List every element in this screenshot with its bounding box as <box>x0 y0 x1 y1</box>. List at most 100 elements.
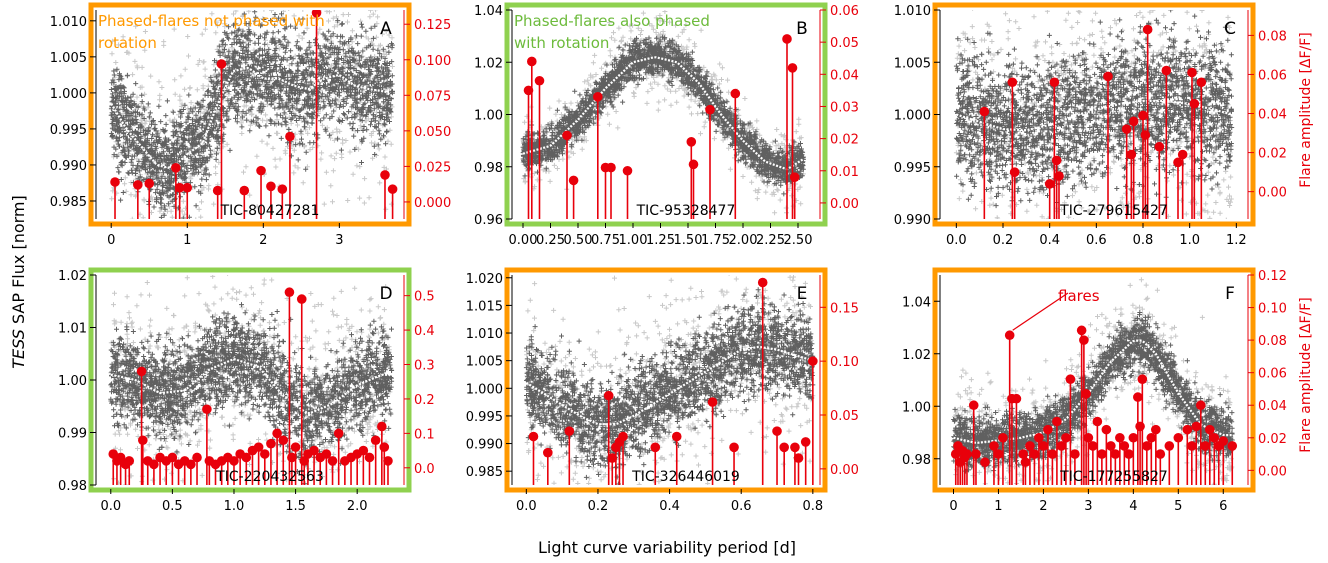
x-tick-label: 0.4 <box>1039 233 1060 248</box>
y2-tick-label: 0.3 <box>414 359 435 374</box>
y-axis-label-right-top: Flare amplitude [ΔF/F] <box>1298 32 1314 188</box>
flare-marker <box>989 441 999 451</box>
x-tick-label: 0.00 <box>509 233 538 248</box>
y-tick-label: 1.04 <box>902 295 931 310</box>
flares-annotation: flares <box>1058 287 1100 305</box>
flare-marker <box>607 453 618 463</box>
y2-tick-label: 0.050 <box>414 125 451 140</box>
flare-marker <box>212 185 223 196</box>
panel-D: 0.0 0.5 1.0 1.5 2.0 0.98 0.99 1.00 1.01 1.02 0.0 0.… <box>58 267 435 514</box>
x-tick-label: 1 <box>994 499 1002 514</box>
panel-letter: A <box>380 19 392 39</box>
panel-C: 0.0 0.2 0.4 0.6 0.8 1.0 1.2 0.990 0.995 1.000 1.00… <box>894 2 1287 248</box>
x-tick-label: 0.50 <box>564 233 593 248</box>
y-tick-label: 1.005 <box>466 355 503 370</box>
flare-marker <box>171 163 181 173</box>
tic-id-label: TIC-220432563 <box>215 469 324 485</box>
flare-marker <box>239 185 250 196</box>
flare-marker <box>543 447 553 458</box>
flare-marker <box>1056 441 1067 451</box>
flare-marker <box>1106 441 1116 451</box>
x-tick-label: 2 <box>1039 499 1047 514</box>
x-tick-label: 0.2 <box>993 233 1014 248</box>
flux-scatter <box>108 302 395 485</box>
flare-marker <box>1140 130 1151 140</box>
flare-marker <box>1218 436 1229 446</box>
model-curve <box>525 345 814 426</box>
y2-tick-label: 0.025 <box>414 160 451 175</box>
flare-marker <box>993 449 1004 459</box>
panel-letter: E <box>797 284 808 304</box>
x-tick-label: 0.6 <box>1086 233 1107 248</box>
flare-marker <box>1088 441 1098 451</box>
tic-id-label: TIC-95328477 <box>636 203 736 219</box>
tic-id-label: TIC-80427281 <box>220 203 320 219</box>
flare-marker <box>1189 98 1200 109</box>
flare-marker <box>1007 77 1018 88</box>
y2-tick-label: 0.10 <box>1258 302 1287 317</box>
flare-marker <box>277 184 288 194</box>
flare-marker <box>1204 424 1215 435</box>
flare-marker <box>1209 432 1220 443</box>
x-tick-label: 2.0 <box>347 499 368 514</box>
flare-marker <box>606 162 616 173</box>
flare-marker <box>167 452 178 463</box>
y-tick-label: 1.04 <box>474 4 503 19</box>
flare-marker <box>186 459 196 470</box>
flare-marker <box>527 56 537 67</box>
flare-marker <box>593 92 603 102</box>
y-tick-label: 1.02 <box>902 348 931 363</box>
flare-marker <box>1034 432 1044 443</box>
x-tick-label: 1.0 <box>224 499 245 514</box>
y2-tick-label: 0.04 <box>830 68 859 83</box>
flare-marker <box>387 184 398 194</box>
flare-marker <box>110 177 120 187</box>
flare-marker <box>671 431 682 442</box>
x-tick-label: 5 <box>1174 499 1182 514</box>
plot-area <box>520 10 806 219</box>
flare-marker <box>1142 24 1153 35</box>
flare-marker <box>1200 441 1211 451</box>
y2-tick-label: 0.03 <box>830 100 859 115</box>
flare-marker <box>686 137 697 147</box>
panel-A: 0 1 2 3 0.985 0.990 0.995 1.000 1.005 1.010 0.000 0… <box>50 2 451 248</box>
y-tick-label: 0.98 <box>474 161 503 176</box>
x-tick-label: 3 <box>1084 499 1092 514</box>
plot-area <box>108 10 398 219</box>
flare-marker <box>1051 155 1062 166</box>
flare-marker <box>1119 441 1130 451</box>
y-tick-label: 0.990 <box>894 213 931 228</box>
flare-marker <box>1186 441 1197 451</box>
y2-tick-label: 0.00 <box>830 463 859 478</box>
flare-marker <box>241 452 252 463</box>
flare-marker <box>789 172 800 182</box>
flare-marker <box>1043 424 1053 435</box>
flare-marker <box>808 356 818 366</box>
flare-marker <box>1154 141 1165 152</box>
flare-marker <box>285 131 295 142</box>
panels-layer: 0 1 2 30.9850.9900.9951.0001.0051.0100.0000… <box>50 2 1287 514</box>
flare-marker <box>1161 65 1172 76</box>
panel-frame <box>932 267 1256 493</box>
flare-marker <box>272 428 282 439</box>
panel-letter: B <box>796 19 808 39</box>
flux-scatter <box>520 34 806 197</box>
flare-marker <box>1079 335 1089 345</box>
y2-tick-label: 0.075 <box>414 89 451 104</box>
x-tick-label: 0.5 <box>162 499 183 514</box>
x-tick-label: 2.25 <box>756 233 785 248</box>
x-tick-label: 6 <box>1219 499 1227 514</box>
y2-tick-label: 0.05 <box>830 409 859 424</box>
flare-marker <box>1103 71 1113 82</box>
x-tick-label: 0.0 <box>946 233 967 248</box>
y-tick-label: 0.985 <box>50 195 87 210</box>
tic-id-label: TIC-177255827 <box>1059 469 1168 485</box>
flare-marker <box>1044 179 1055 189</box>
flare-marker <box>1070 449 1080 459</box>
plot-area <box>953 10 1235 219</box>
x-tick-label: 0.8 <box>802 499 823 514</box>
y-tick-label: 0.98 <box>58 479 87 494</box>
model-curve <box>110 358 392 415</box>
y-tick-label: 1.000 <box>50 87 87 102</box>
